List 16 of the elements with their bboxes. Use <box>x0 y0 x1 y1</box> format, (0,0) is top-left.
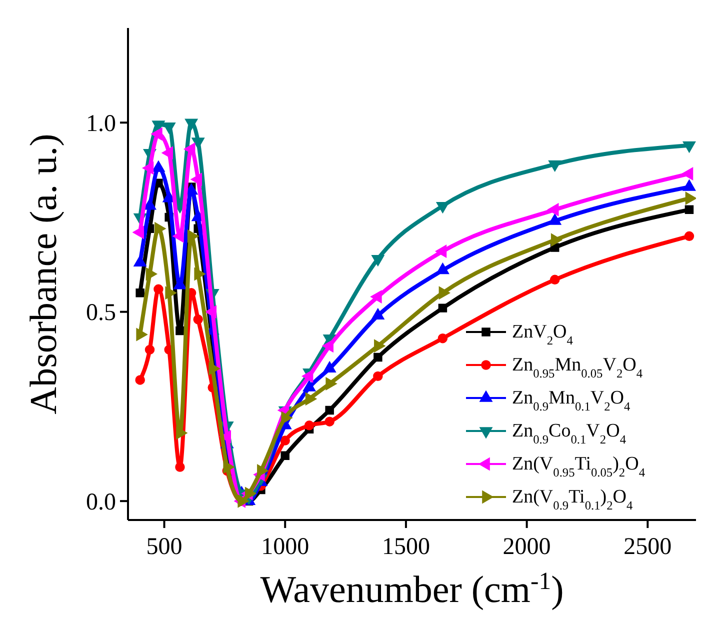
y-tick-label: 0.0 <box>86 489 116 516</box>
y-tick-label: 0.5 <box>86 300 116 326</box>
legend-label: ZnV$_{2}$O$_{4}$ <box>512 322 573 348</box>
y-tick-label: 1.0 <box>86 111 116 138</box>
legend-label: Zn$_{0.9}$Mn$_{0.1}$V$_{2}$O$_{4}$ <box>512 388 630 414</box>
x-tick-label: 2500 <box>624 534 672 560</box>
legend-label: Zn$_{0.9}$Co$_{0.1}$V$_{2}$O$_{4}$ <box>512 420 626 447</box>
x-tick-label: 1000 <box>261 534 310 560</box>
x-tick-label: 2000 <box>502 534 551 560</box>
x-tick-label: 500 <box>146 534 182 560</box>
legend-label: Zn$_{0.95}$Mn$_{0.05}$V$_{2}$O$_{4}$ <box>512 354 643 381</box>
legend-label: Zn(V$_{0.95}$Ti$_{0.05}$)$_{2}$O$_{4}$ <box>512 454 645 480</box>
x-tick-label: 1500 <box>382 534 430 560</box>
y-axis-title: Absorbance (a. u.) <box>23 134 65 414</box>
x-axis-title: Wavenumber (cm$^{-1}$) <box>260 568 564 611</box>
legend-label: Zn(V$_{0.9}$Ti$_{0.1}$)$_{2}$O$_{4}$ <box>512 486 633 513</box>
